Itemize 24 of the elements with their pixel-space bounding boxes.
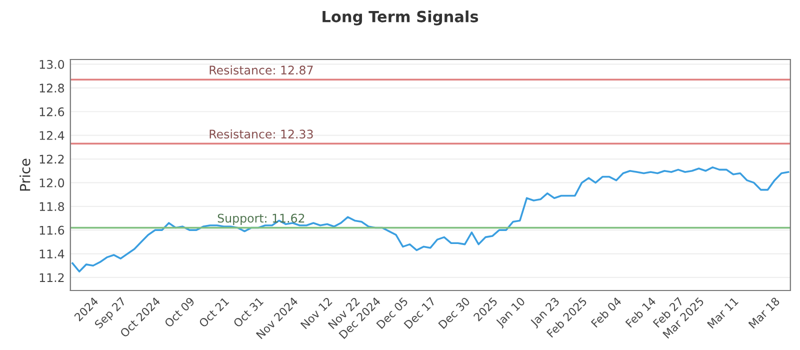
y-tick-label: 11.4 <box>40 250 64 258</box>
y-tick-label: 11.6 <box>40 226 64 235</box>
ref-line-label: Resistance: 12.87 <box>210 65 313 75</box>
chart-title: Long Term Signals <box>322 10 478 26</box>
y-tick-label: 13.0 <box>40 60 64 69</box>
y-tick-label: 11.8 <box>40 202 64 212</box>
x-tick-label: Oct 09 <box>164 296 196 328</box>
x-tick-label: Jan 10 <box>495 296 527 329</box>
x-tick-label: Feb 04 <box>590 296 622 328</box>
y-tick-label: 12.0 <box>40 178 64 188</box>
ref-line-label: Support: 11.62 <box>218 214 304 225</box>
x-tick-label: Mar 18 <box>748 296 780 329</box>
y-tick-label: 12.6 <box>40 107 64 116</box>
x-tick-label: Mar 11 <box>706 297 739 329</box>
y-tick-label: 12.4 <box>40 131 64 140</box>
y-tick-label: 12.2 <box>40 154 64 164</box>
x-tick-label: Dec 30 <box>438 296 470 330</box>
y-tick-label: 11.2 <box>40 273 64 282</box>
x-tick-label: Oct 31 <box>232 296 264 328</box>
y-tick-label: 12.8 <box>40 84 64 93</box>
ref-line-label: Resistance: 12.33 <box>210 129 313 139</box>
y-axis-title: Price <box>20 158 30 191</box>
line-series <box>72 166 790 272</box>
x-tick-label: Oct 21 <box>198 296 230 328</box>
